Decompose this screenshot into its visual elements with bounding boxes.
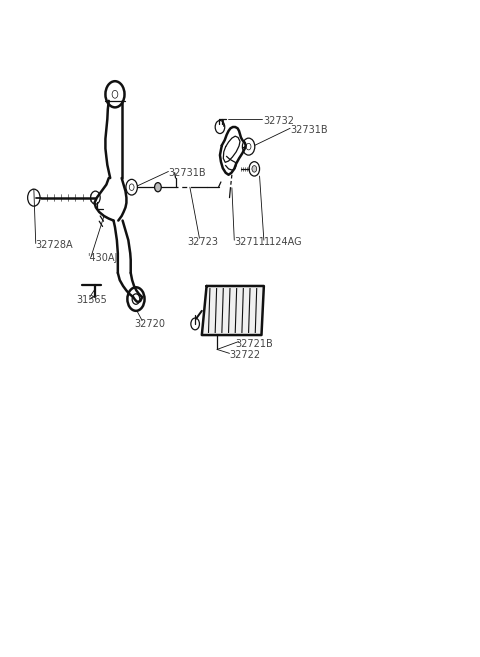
Text: '430AJ: '430AJ [87,254,118,263]
Text: 32728A: 32728A [36,240,73,250]
Text: 32720: 32720 [134,319,165,329]
Circle shape [252,166,257,172]
Circle shape [155,183,161,192]
Text: 32731B: 32731B [168,168,206,178]
Circle shape [112,91,118,98]
Text: 1124AG: 1124AG [264,237,302,247]
Text: 32732: 32732 [263,116,294,126]
Text: 32711: 32711 [234,237,265,247]
Text: 32723: 32723 [188,237,218,247]
Polygon shape [202,286,264,335]
Text: 32721B: 32721B [235,338,273,349]
Text: 32731B: 32731B [290,125,328,135]
Text: 31365: 31365 [77,296,108,306]
Text: 32722: 32722 [229,350,261,359]
